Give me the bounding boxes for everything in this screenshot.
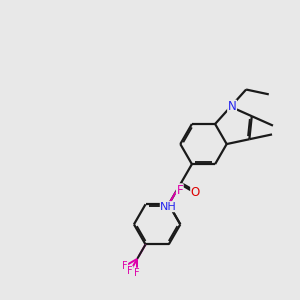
Text: F: F	[134, 268, 140, 278]
Text: F: F	[122, 261, 128, 271]
Text: NH: NH	[160, 202, 177, 212]
Text: F: F	[176, 184, 183, 197]
Text: O: O	[191, 186, 200, 200]
Text: F: F	[127, 266, 133, 276]
Text: N: N	[228, 100, 236, 113]
